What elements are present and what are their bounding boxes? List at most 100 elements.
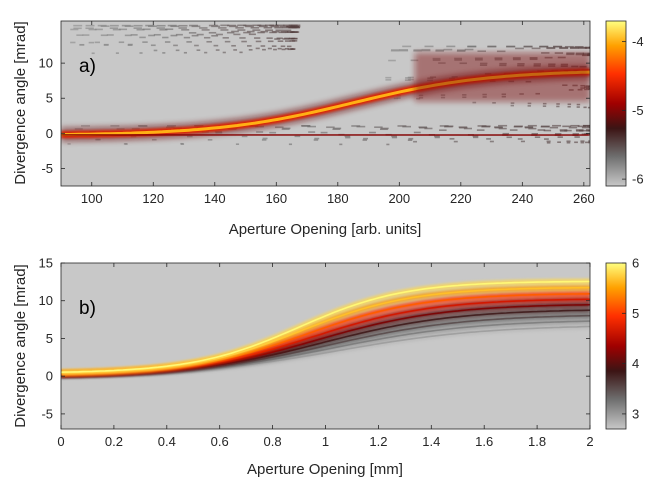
colorbar-tick-label: 4 (632, 356, 639, 371)
y-tick-label: 10 (39, 293, 53, 308)
noise-pixel (308, 131, 316, 133)
panel-a-y-ticks: -5 0 5 10 (39, 56, 590, 176)
noise-pixel (472, 136, 479, 139)
noise-pixel (73, 27, 82, 30)
noise-pixel (123, 143, 128, 145)
noise-pixel (589, 88, 590, 90)
noise-pixel (589, 54, 590, 56)
noise-pixel (379, 128, 388, 131)
noise-pixel (109, 27, 119, 29)
noise-pixel (407, 78, 414, 81)
noise-pixel (156, 24, 166, 27)
noise-pixel (449, 138, 455, 140)
noise-pixel (241, 40, 247, 43)
noise-pixel (589, 133, 590, 135)
noise-pixel (239, 51, 243, 54)
noise-pixel (589, 46, 590, 49)
noise-pixel (233, 49, 238, 51)
x-tick-label: 220 (450, 191, 472, 206)
noise-pixel (589, 69, 590, 71)
noise-pixel (542, 102, 547, 105)
noise-pixel (275, 24, 285, 27)
noise-pixel (388, 59, 396, 62)
noise-pixel (280, 45, 286, 48)
noise-pixel (567, 105, 571, 108)
noise-pixel (546, 142, 551, 144)
noise-pixel (487, 45, 497, 48)
noise-pixel (267, 40, 274, 43)
noise-pixel (153, 33, 161, 36)
x-tick-label: 1.8 (528, 434, 546, 449)
curve-line (61, 280, 590, 373)
colorbar-tick-label: -6 (632, 172, 644, 187)
noise-pixel (446, 45, 456, 48)
noise-pixel (267, 47, 272, 50)
noise-pixel (73, 24, 83, 27)
noise-pixel (286, 31, 295, 33)
noise-pixel (589, 54, 590, 56)
noise-pixel (463, 127, 472, 130)
noise-pixel (162, 52, 166, 54)
noise-pixel (180, 142, 184, 145)
noise-pixel (528, 127, 537, 130)
noise-pixel (186, 41, 192, 43)
noise-pixel (424, 127, 433, 130)
noise-pixel (443, 48, 453, 51)
noise-pixel (564, 45, 574, 48)
noise-pixel (307, 125, 316, 128)
noise-pixel (407, 76, 414, 79)
noise-pixel (589, 125, 590, 128)
noise-pixel (413, 49, 423, 51)
noise-pixel (543, 129, 552, 132)
noise-pixel (159, 28, 168, 31)
noise-pixel (218, 27, 227, 29)
noise-pixel (243, 31, 251, 34)
noise-pixel (199, 27, 208, 29)
noise-pixel (260, 45, 266, 47)
y-tick-label: 15 (39, 256, 53, 271)
noise-pixel (586, 129, 590, 131)
noise-pixel (85, 27, 94, 30)
noise-pixel (82, 34, 90, 36)
noise-pixel (553, 45, 563, 48)
noise-pixel (112, 28, 121, 31)
noise-pixel (283, 29, 292, 32)
noise-pixel (224, 40, 231, 43)
noise-pixel (208, 24, 218, 27)
noise-pixel (201, 29, 210, 31)
noise-pixel (118, 28, 128, 31)
noise-pixel (162, 36, 169, 39)
x-tick-label: 0.4 (158, 434, 176, 449)
noise-pixel (220, 24, 230, 27)
noise-pixel (207, 139, 213, 141)
noise-pixel (339, 143, 343, 146)
noise-pixel (94, 41, 100, 44)
noise-pixel (220, 29, 229, 31)
noise-pixel (380, 127, 389, 130)
noise-pixel (574, 141, 578, 144)
noise-pixel (496, 50, 506, 53)
noise-pixel (333, 127, 342, 130)
diffuse-plateau (414, 52, 590, 102)
noise-pixel (564, 129, 572, 132)
noise-pixel (369, 131, 376, 134)
noise-pixel (391, 136, 398, 139)
noise-pixel (408, 137, 414, 140)
panel-a-ylabel: Divergence angle [mrad] (12, 21, 29, 184)
noise-pixel (288, 143, 293, 146)
noise-pixel (570, 124, 580, 127)
noise-pixel (421, 48, 431, 51)
noise-pixel (559, 47, 569, 50)
noise-pixel (139, 52, 143, 54)
noise-pixel (265, 29, 274, 31)
noise-pixel (527, 124, 537, 127)
noise-pixel (106, 34, 114, 36)
noise-pixel (76, 34, 84, 36)
noise-pixel (165, 28, 174, 31)
noise-pixel (183, 51, 188, 54)
noise-pixel (385, 79, 392, 81)
noise-pixel (215, 33, 223, 36)
noise-pixel (351, 125, 361, 127)
noise-pixel (215, 49, 220, 51)
